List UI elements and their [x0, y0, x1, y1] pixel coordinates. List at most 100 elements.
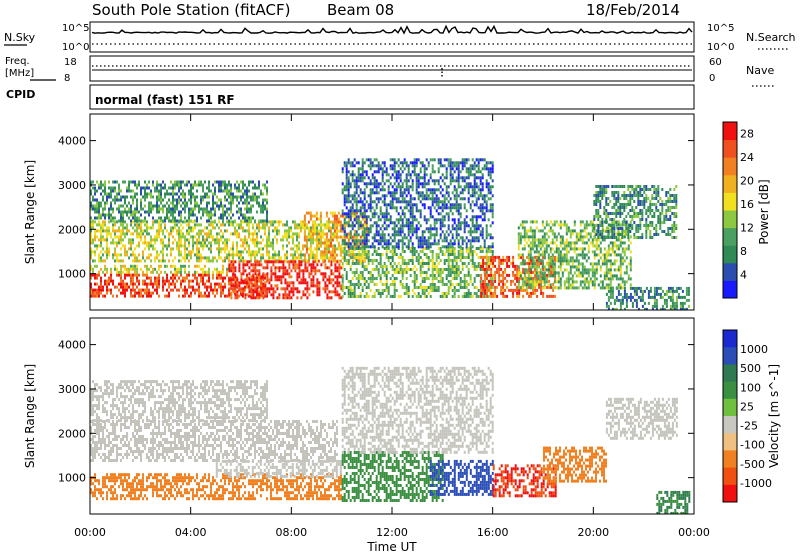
- heatmap-cell: [208, 180, 210, 184]
- heatmap-cell: [365, 209, 368, 213]
- heatmap-cell: [311, 226, 314, 230]
- heatmap-cell: [170, 264, 172, 268]
- heatmap-cell: [393, 170, 396, 174]
- heatmap-cell: [399, 271, 402, 274]
- heatmap-cell: [433, 277, 436, 280]
- heatmap-cell: [407, 268, 410, 271]
- heatmap-cell: [385, 218, 388, 222]
- heatmap-cell: [319, 217, 322, 221]
- heatmap-cell: [196, 219, 198, 223]
- heatmap-cell: [144, 288, 146, 292]
- heatmap-cell: [208, 189, 210, 193]
- heatmap-cell: [136, 183, 138, 187]
- heatmap-cell: [340, 296, 343, 300]
- heatmap-cell: [485, 203, 488, 207]
- heatmap-cell: [487, 247, 490, 250]
- heatmap-cell: [132, 273, 134, 277]
- heatmap-cell: [481, 292, 484, 295]
- heatmap-cell: [202, 207, 204, 211]
- heatmap-cell: [391, 158, 394, 162]
- heatmap-cell: [315, 217, 318, 221]
- heatmap-cell: [433, 197, 436, 201]
- heatmap-cell: [375, 170, 378, 174]
- heatmap-cell: [315, 241, 318, 245]
- heatmap-cell: [455, 161, 458, 165]
- heatmap-cell: [246, 244, 248, 248]
- heatmap-cell: [500, 288, 503, 292]
- heatmap-cell: [471, 262, 474, 265]
- heatmap-cell: [220, 250, 222, 254]
- heatmap-cell: [96, 282, 98, 286]
- heatmap-cell: [399, 173, 402, 177]
- heatmap-cell: [375, 212, 378, 216]
- heatmap-cell: [391, 274, 394, 277]
- heatmap-cell: [242, 244, 244, 248]
- heatmap-cell: [244, 216, 246, 220]
- heatmap-cell: [415, 206, 418, 210]
- heatmap-cell: [373, 185, 376, 189]
- heatmap-cell: [102, 189, 104, 193]
- heatmap-cell: [502, 255, 505, 259]
- heatmap-cell: [365, 218, 368, 222]
- heatmap-cell: [136, 276, 138, 280]
- heatmap-cell: [272, 290, 275, 294]
- heatmap-cell: [228, 291, 230, 295]
- heatmap-cell: [282, 235, 284, 239]
- heatmap-cell: [397, 233, 400, 237]
- heatmap-cell: [208, 235, 210, 239]
- heatmap-cell: [104, 264, 106, 268]
- heatmap-cell: [184, 235, 186, 239]
- heatmap-cell: [329, 220, 332, 224]
- heatmap-cell: [188, 282, 190, 286]
- heatmap-cell: [296, 244, 298, 248]
- heatmap-cell: [220, 229, 222, 233]
- heatmap-cell: [451, 224, 454, 228]
- heatmap-cell: [423, 194, 426, 198]
- heatmap-cell: [323, 244, 326, 248]
- heatmap-cell: [307, 226, 310, 230]
- heatmap-cell: [220, 273, 222, 277]
- heatmap-cell: [343, 188, 346, 192]
- heatmap-cell: [222, 276, 224, 280]
- heatmap-cell: [363, 242, 366, 246]
- heatmap-cell: [389, 215, 392, 219]
- heatmap-cell: [192, 279, 194, 283]
- heatmap-cell: [254, 272, 257, 276]
- heatmap-cell: [262, 285, 264, 289]
- heatmap-cell: [286, 223, 288, 227]
- heatmap-cell: [232, 247, 234, 251]
- heatmap-cell: [218, 270, 220, 274]
- heatmap-cell: [220, 201, 222, 205]
- heatmap-cell: [375, 188, 378, 192]
- heatmap-cell: [353, 224, 356, 228]
- heatmap-cell: [106, 247, 108, 251]
- heatmap-cell: [359, 256, 362, 260]
- heatmap-cell: [506, 294, 509, 298]
- heatmap-cell: [282, 266, 285, 270]
- heatmap-cell: [417, 253, 420, 256]
- heatmap-cell: [349, 253, 352, 256]
- heatmap-cell: [258, 263, 261, 267]
- heatmap-cell: [471, 200, 474, 204]
- heatmap-cell: [411, 188, 414, 192]
- heatmap-cell: [345, 274, 348, 277]
- heatmap-cell: [288, 266, 291, 270]
- heatmap-cell: [272, 260, 275, 264]
- heatmap-cell: [246, 198, 248, 202]
- heatmap-cell: [162, 253, 164, 257]
- heatmap-cell: [308, 287, 311, 291]
- heatmap-cell: [449, 209, 452, 213]
- heatmap-cell: [288, 232, 290, 236]
- heatmap-cell: [108, 279, 110, 283]
- heatmap-cell: [196, 223, 198, 227]
- heatmap-cell: [333, 256, 336, 260]
- heatmap-cell: [373, 277, 376, 280]
- heatmap-cell: [351, 259, 354, 263]
- heatmap-cell: [112, 294, 114, 298]
- heatmap-cell: [403, 224, 406, 228]
- heatmap-cell: [333, 217, 336, 221]
- heatmap-cell: [405, 203, 408, 207]
- heatmap-cell: [268, 250, 270, 254]
- heatmap-cell: [391, 233, 394, 237]
- heatmap-cell: [377, 167, 380, 171]
